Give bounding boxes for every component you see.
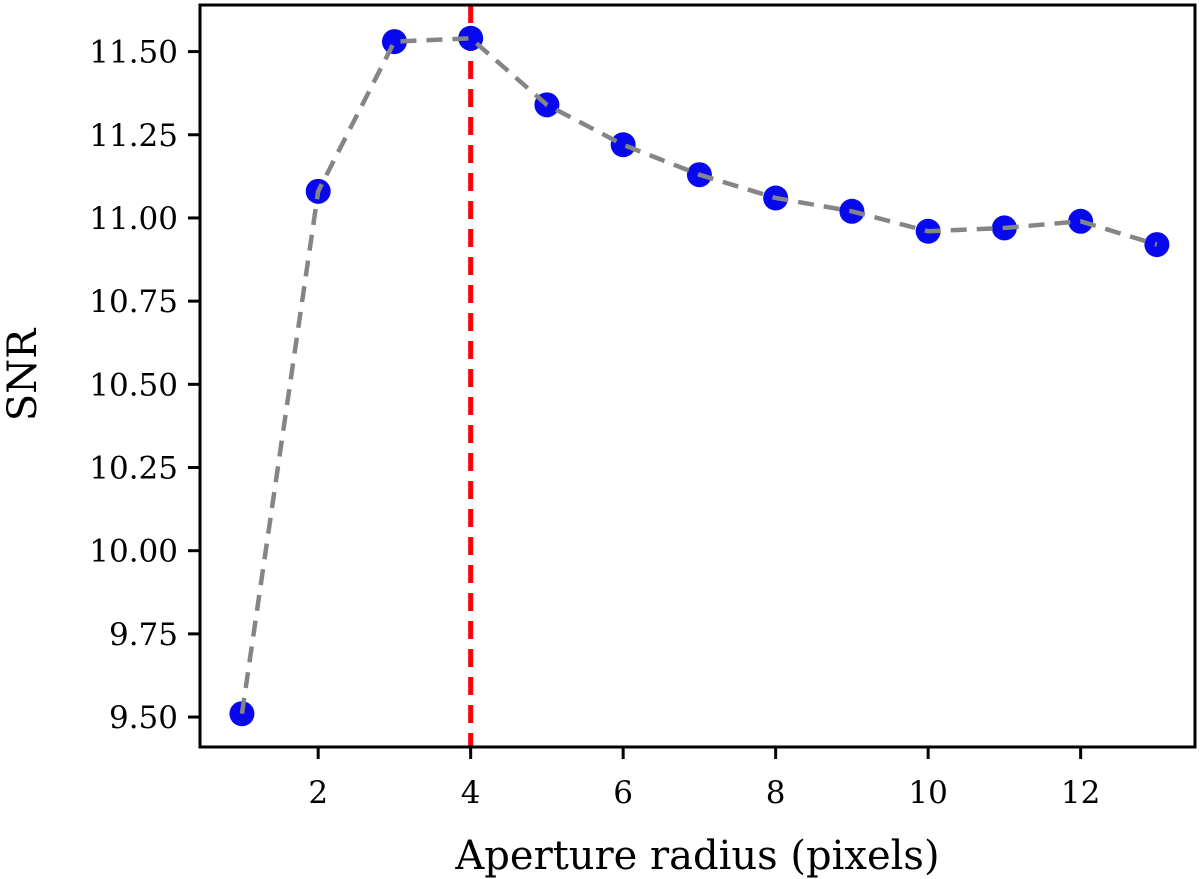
y-tick-label: 9.50 — [109, 700, 178, 736]
x-tick-label: 6 — [613, 775, 633, 811]
y-tick-label: 10.00 — [89, 534, 178, 570]
x-tick-label: 12 — [1061, 775, 1100, 811]
x-tick-label: 4 — [461, 775, 481, 811]
x-axis-label: Aperture radius (pixels) — [455, 833, 940, 879]
y-tick-label: 9.75 — [109, 617, 178, 653]
y-tick-label: 11.50 — [89, 35, 178, 71]
data-point — [381, 29, 407, 55]
plot-border — [198, 3, 1197, 749]
x-tick-label: 8 — [766, 775, 786, 811]
y-tick-label: 11.00 — [89, 201, 178, 237]
y-tick-label: 10.25 — [89, 451, 178, 487]
y-tick-label: 11.25 — [89, 118, 178, 154]
y-tick-label: 10.75 — [89, 284, 178, 320]
y-tick-label: 10.50 — [89, 367, 178, 403]
x-tick-label: 10 — [908, 775, 947, 811]
data-line — [239, 35, 1158, 715]
y-axis-label: SNR — [0, 328, 46, 422]
data-point — [610, 132, 636, 158]
x-tick-label: 2 — [308, 775, 328, 811]
data-point — [1144, 232, 1170, 258]
